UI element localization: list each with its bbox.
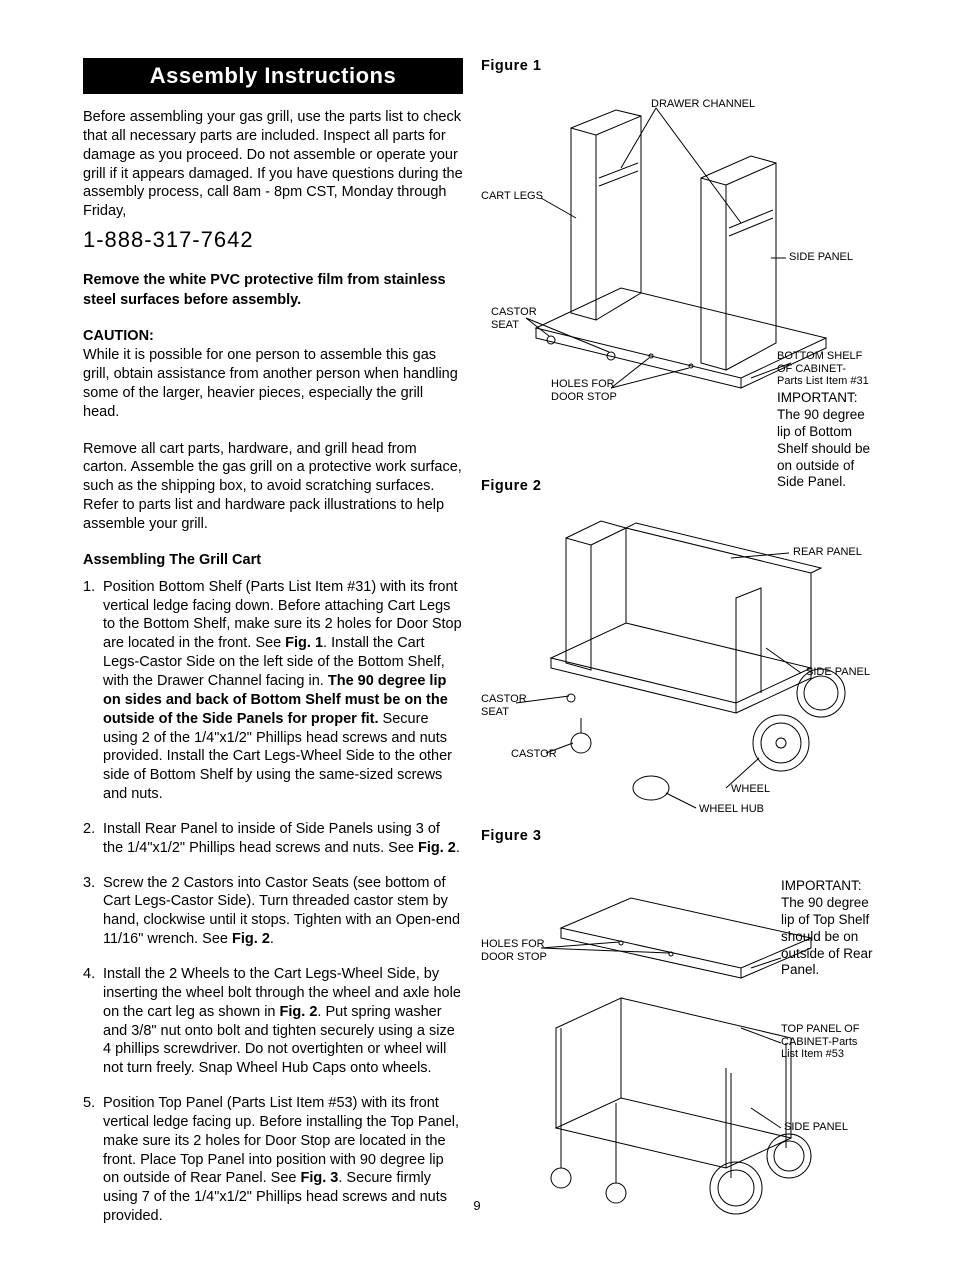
step-3: Screw the 2 Castors into Castor Seats (s… [83, 874, 463, 949]
step-2-text-a: Install Rear Panel to inside of Side Pan… [103, 821, 440, 856]
fig1-label-drawer-channel: DRAWER CHANNEL [651, 98, 755, 111]
pvc-note: Remove the white PVC protective film fro… [83, 271, 463, 310]
fig1-label-cart-legs: CART LEGS [481, 190, 543, 203]
step-4-fig: Fig. 2 [280, 1004, 318, 1020]
step-4: Install the 2 Wheels to the Cart Legs-Wh… [83, 965, 463, 1078]
step-3-text-b: . [270, 931, 274, 947]
fig1-label-important: IMPORTANT: The 90 degree lip of Bottom S… [777, 390, 870, 491]
prep-paragraph: Remove all cart parts, hardware, and gri… [83, 440, 463, 534]
phone-number: 1-888-317-7642 [83, 227, 463, 253]
fig1-label-castor-seat: CASTOR SEAT [491, 306, 537, 331]
fig2-label-castor: CASTOR [511, 748, 557, 761]
fig1-label-holes: HOLES FOR DOOR STOP [551, 378, 617, 403]
assembling-cart-heading: Assembling The Grill Cart [83, 552, 463, 568]
fig2-label-rear-panel: REAR PANEL [793, 546, 862, 559]
step-1: Position Bottom Shelf (Parts List Item #… [83, 578, 463, 804]
caution-heading: CAUTION: [83, 328, 463, 344]
fig3-label-holes: HOLES FOR DOOR STOP [481, 938, 547, 963]
figure-3-title: Figure 3 [481, 828, 876, 844]
step-2-fig: Fig. 2 [418, 840, 456, 856]
step-2-text-b: . [456, 840, 460, 856]
caution-body: While it is possible for one person to a… [83, 346, 463, 421]
fig3-label-side-panel: SIDE PANEL [784, 1121, 848, 1134]
figure-1-title: Figure 1 [481, 58, 876, 74]
fig1-label-bottom-shelf: BOTTOM SHELF OF CABINET- Parts List Item… [777, 350, 869, 388]
fig2-label-wheel-hub: WHEEL HUB [699, 803, 764, 816]
left-column: Assembly Instructions Before assembling … [83, 58, 463, 1242]
figure-2: REAR PANEL SIDE PANEL CASTOR SEAT CASTOR… [481, 498, 876, 828]
figure-1: DRAWER CHANNEL CART LEGS SIDE PANEL CAST… [481, 78, 876, 478]
step-3-text-a: Screw the 2 Castors into Castor Seats (s… [103, 875, 460, 948]
page-number: 9 [473, 1198, 480, 1213]
figure-3: HOLES FOR DOOR STOP IMPORTANT: The 90 de… [481, 848, 876, 1228]
fig2-label-castor-seat: CASTOR SEAT [481, 693, 527, 718]
intro-paragraph: Before assembling your gas grill, use th… [83, 108, 463, 221]
fig3-label-top-panel: TOP PANEL OF CABINET-Parts List Item #53 [781, 1023, 859, 1061]
right-column: Figure 1 [481, 58, 876, 1242]
step-3-fig: Fig. 2 [232, 931, 270, 947]
step-2: Install Rear Panel to inside of Side Pan… [83, 820, 463, 858]
fig1-label-side-panel: SIDE PANEL [789, 251, 853, 264]
fig3-label-important: IMPORTANT: The 90 degree lip of Top Shel… [781, 878, 873, 979]
step-5-fig: Fig. 3 [301, 1170, 339, 1186]
fig2-label-side-panel: SIDE PANEL [806, 666, 870, 679]
step-1-fig1: Fig. 1 [285, 635, 323, 651]
fig2-label-wheel: WHEEL [731, 783, 770, 796]
section-title-banner: Assembly Instructions [83, 58, 463, 94]
step-5: Position Top Panel (Parts List Item #53)… [83, 1094, 463, 1226]
steps-list: Position Bottom Shelf (Parts List Item #… [83, 578, 463, 1226]
